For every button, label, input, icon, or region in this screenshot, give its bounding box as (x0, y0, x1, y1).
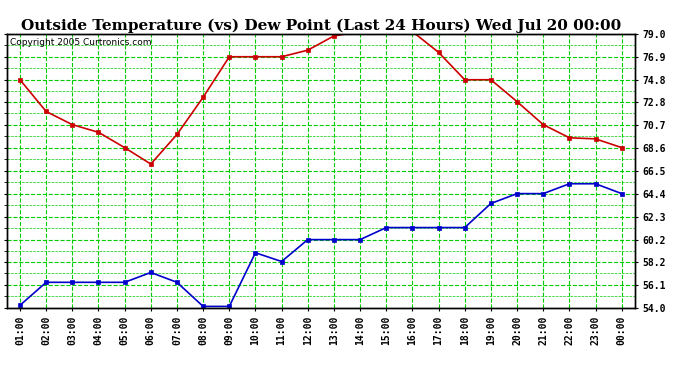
Title: Outside Temperature (vs) Dew Point (Last 24 Hours) Wed Jul 20 00:00: Outside Temperature (vs) Dew Point (Last… (21, 18, 621, 33)
Text: Copyright 2005 Curtronics.com: Copyright 2005 Curtronics.com (10, 38, 152, 47)
